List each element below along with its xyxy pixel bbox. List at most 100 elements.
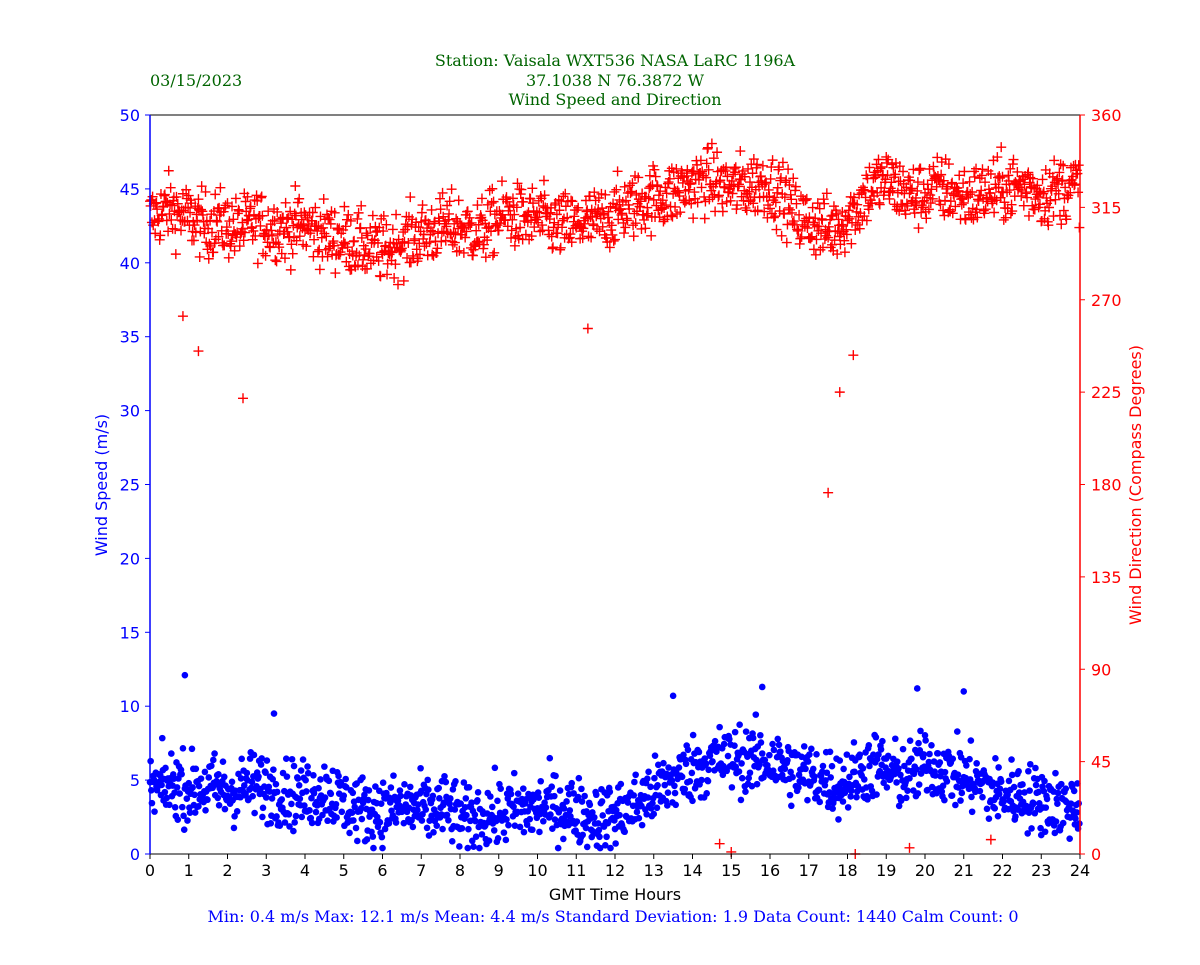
direction-point [182,215,193,226]
direction-point [846,238,857,249]
direction-point [286,239,297,250]
speed-point [282,755,290,763]
speed-point [251,809,258,817]
direction-point [783,164,794,175]
direction-point [260,250,271,261]
speed-point [686,777,694,785]
speed-point [546,754,554,762]
direction-point [586,232,597,243]
speed-point [519,785,527,792]
speed-point [633,808,641,816]
speed-point [596,844,604,852]
direction-point [611,184,622,195]
speed-point [163,794,171,802]
speed-point [1066,835,1073,842]
direction-point [322,251,333,262]
direction-point [752,205,763,216]
direction-point [440,235,451,246]
direction-point [566,237,577,248]
direction-point [1023,210,1034,221]
speed-point [422,806,430,813]
speed-point [902,794,910,802]
speed-point [843,751,851,758]
x-tick-label: 4 [300,861,310,880]
speed-point [603,833,610,841]
direction-point [839,235,850,246]
direction-point [272,206,283,217]
speed-point [731,742,738,749]
x-tick-label: 23 [1031,861,1051,880]
direction-point [390,259,401,270]
speed-point [472,833,480,840]
speed-point [612,840,619,847]
direction-point [438,211,449,222]
speed-point [414,801,422,808]
direction-point [646,230,657,241]
y-tick-label: 40 [120,254,140,273]
speed-point [537,777,545,785]
speed-point [352,824,360,832]
x-tick-label: 21 [954,861,974,880]
direction-point [511,202,522,213]
direction-point [606,220,617,231]
speed-point [873,791,880,798]
speed-point [208,762,215,770]
speed-point [921,732,929,739]
speed-point [501,808,509,816]
x-tick-label: 20 [915,861,935,880]
direction-point [640,223,651,234]
speed-point [757,739,765,746]
speed-point [283,773,291,780]
speed-point [757,731,764,739]
speed-point [488,803,496,811]
speed-point [809,765,817,773]
speed-point [174,816,182,823]
speed-point [436,795,443,802]
direction-point [797,219,808,230]
direction-point [612,166,623,177]
direction-point [196,181,207,192]
direction-point [848,350,859,361]
x-tick-label: 13 [644,861,664,880]
speed-point [856,751,864,759]
direction-point [886,177,897,188]
speed-point [168,750,175,757]
direction-point [1008,154,1019,165]
direction-point [945,206,956,217]
speed-point [866,762,873,770]
speed-point [435,784,442,792]
speed-point [788,802,795,810]
direction-point [365,222,376,233]
direction-point [604,217,615,228]
title-line-1: Station: Vaisala WXT536 NASA LaRC 1196A [435,51,796,70]
direction-point [679,197,690,208]
direction-point [484,185,495,196]
direction-point [1043,220,1054,231]
direction-point [210,234,221,245]
direction-point [544,229,555,240]
direction-point [432,243,443,254]
speed-point [1074,780,1081,787]
speed-point [462,795,470,802]
speed-point [286,823,293,830]
direction-point [1002,187,1013,198]
direction-point [604,242,615,253]
direction-point [405,192,416,203]
speed-point [179,744,187,752]
speed-point [548,783,556,791]
direction-point [460,232,471,243]
direction-point [827,239,837,250]
speed-point [338,808,346,816]
direction-point [282,226,293,237]
direction-point [597,221,608,232]
speed-point [827,774,835,781]
direction-point [953,185,964,196]
y2-tick-label: 225 [1091,383,1122,402]
direction-point [1037,174,1048,185]
speed-point [728,784,736,791]
speed-point [191,791,198,799]
direction-point [667,211,678,222]
speed-point [671,782,678,790]
speed-point [1072,815,1079,822]
speed-point [650,810,658,818]
